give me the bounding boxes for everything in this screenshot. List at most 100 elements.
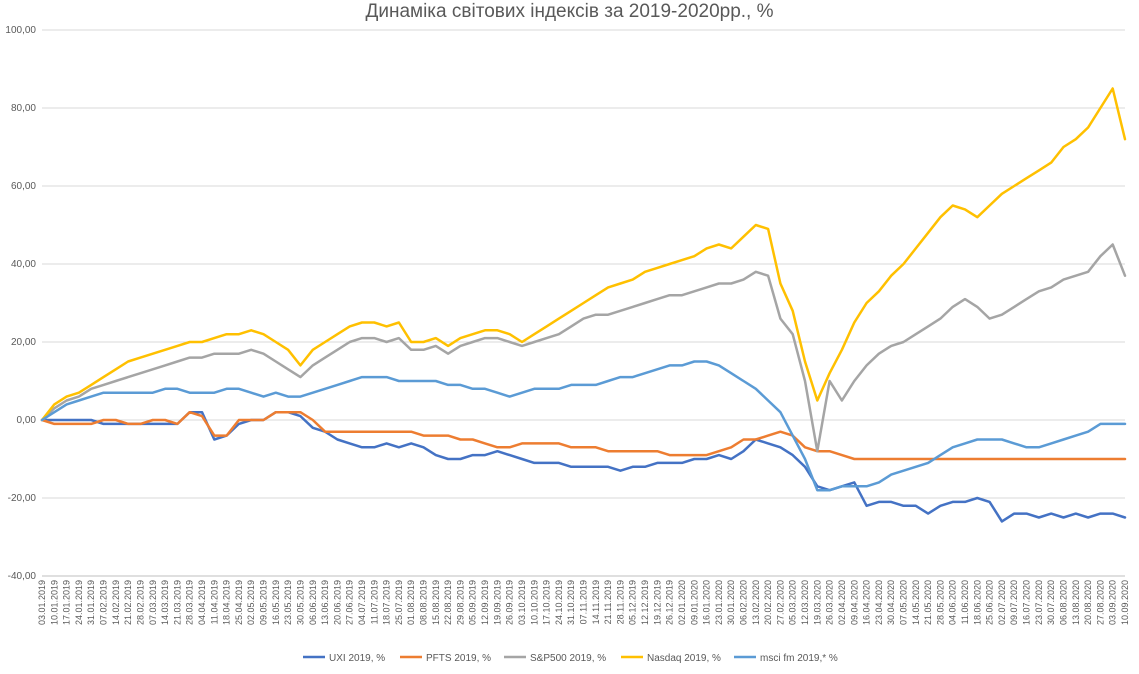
x-tick-label: 23.01.2020 — [714, 580, 724, 625]
x-tick-label: 02.04.2020 — [837, 580, 847, 625]
x-tick-label: 30.05.2019 — [295, 580, 305, 625]
x-tick-label: 16.07.2020 — [1022, 580, 1032, 625]
x-tick-label: 21.11.2019 — [603, 580, 613, 624]
x-tick-label: 09.07.2020 — [1009, 580, 1019, 625]
x-tick-label: 23.04.2020 — [874, 580, 884, 625]
x-tick-label: 27.06.2019 — [345, 580, 355, 625]
x-tick-label: 25.06.2020 — [985, 580, 995, 625]
x-tick-label: 14.05.2020 — [911, 580, 921, 625]
x-tick-label: 29.08.2019 — [455, 580, 465, 625]
legend: UXI 2019, % PFTS 2019, % S&P500 2019, % Nas… — [303, 653, 838, 664]
x-tick-label: 04.04.2019 — [197, 580, 207, 625]
x-tick-label: 26.03.2020 — [825, 580, 835, 625]
x-tick-label: 17.01.2019 — [62, 580, 72, 625]
y-tick-label: -40,00 — [8, 571, 37, 582]
x-tick-label: 09.04.2020 — [849, 580, 859, 625]
legend-label: PFTS 2019, % — [426, 653, 491, 664]
x-tick-label: 24.01.2019 — [74, 580, 84, 625]
x-tick-label: 06.08.2020 — [1058, 580, 1068, 625]
x-tick-label: 10.09.2020 — [1120, 580, 1130, 625]
x-tick-label: 14.03.2019 — [160, 580, 170, 625]
y-tick-label: 100,00 — [5, 25, 36, 36]
series-line — [40, 410, 1127, 523]
x-tick-label: 18.06.2020 — [972, 580, 982, 625]
x-tick-label: 25.07.2019 — [394, 580, 404, 625]
y-axis: -40,00 -20,00 0,00 20,00 40,00 60,00 80,00 100,… — [5, 25, 36, 582]
x-tick-label: 05.09.2019 — [468, 580, 478, 625]
x-tick-label: 16.05.2019 — [271, 580, 281, 625]
x-tick-label: 13.08.2020 — [1071, 580, 1081, 625]
x-tick-label: 27.08.2020 — [1095, 580, 1105, 625]
x-tick-label: 14.11.2019 — [591, 580, 601, 624]
x-tick-label: 02.01.2020 — [677, 580, 687, 625]
x-tick-label: 07.05.2020 — [898, 580, 908, 625]
x-tick-label: 05.03.2020 — [788, 580, 798, 625]
x-tick-label: 10.01.2019 — [49, 580, 59, 625]
x-tick-label: 04.06.2020 — [948, 580, 958, 625]
x-tick-label: 26.09.2019 — [505, 580, 515, 625]
x-tick-label: 26.12.2019 — [665, 580, 675, 625]
x-tick-label: 21.02.2019 — [123, 580, 133, 625]
x-tick-label: 21.05.2020 — [923, 580, 933, 625]
x-tick-label: 11.04.2019 — [209, 580, 219, 624]
x-tick-label: 20.08.2020 — [1083, 580, 1093, 625]
x-tick-label: 14.02.2019 — [111, 580, 121, 625]
x-tick-label: 03.01.2019 — [37, 580, 47, 625]
series-line — [40, 360, 1127, 492]
x-tick-label: 02.05.2019 — [246, 580, 256, 625]
y-tick-label: 60,00 — [11, 181, 36, 192]
x-tick-label: 20.02.2020 — [763, 580, 773, 625]
x-tick-label: 07.02.2019 — [99, 580, 109, 625]
x-axis: 03.01.2019 10.01.2019 17.01.2019 24.01.2019… — [37, 575, 1130, 625]
x-tick-label: 27.02.2020 — [775, 580, 785, 625]
series-line — [40, 87, 1127, 422]
x-tick-label: 25.04.2019 — [234, 580, 244, 625]
x-tick-label: 07.11.2019 — [579, 580, 589, 624]
x-tick-label: 22.08.2019 — [443, 580, 453, 625]
x-tick-label: 05.12.2019 — [628, 580, 638, 625]
x-tick-label: 01.08.2019 — [406, 580, 416, 625]
x-tick-label: 30.04.2020 — [886, 580, 896, 625]
x-tick-label: 28.02.2019 — [135, 580, 145, 625]
x-tick-label: 28.03.2019 — [185, 580, 195, 625]
x-tick-label: 23.05.2019 — [283, 580, 293, 625]
legend-label: UXI 2019, % — [329, 653, 385, 664]
x-tick-label: 28.05.2020 — [935, 580, 945, 625]
y-tick-label: -20,00 — [8, 493, 37, 504]
y-tick-label: 0,00 — [17, 415, 37, 426]
x-tick-label: 18.07.2019 — [382, 580, 392, 625]
x-tick-label: 13.06.2019 — [320, 580, 330, 625]
x-tick-label: 31.01.2019 — [86, 580, 96, 625]
x-tick-label: 17.10.2019 — [542, 580, 552, 625]
x-tick-label: 24.10.2019 — [554, 580, 564, 625]
x-tick-label: 06.06.2019 — [308, 580, 318, 625]
chart-title: Динаміка світових індексів за 2019-2020р… — [365, 1, 774, 22]
x-tick-label: 03.09.2020 — [1108, 580, 1118, 625]
x-tick-label: 16.01.2020 — [702, 580, 712, 625]
y-tick-label: 40,00 — [11, 259, 36, 270]
x-tick-label: 06.02.2020 — [738, 580, 748, 625]
x-tick-label: 07.03.2019 — [148, 580, 158, 625]
x-tick-label: 12.03.2020 — [800, 580, 810, 625]
x-tick-label: 20.06.2019 — [332, 580, 342, 625]
x-tick-label: 04.07.2019 — [357, 580, 367, 625]
x-tick-label: 10.10.2019 — [529, 580, 539, 625]
x-tick-label: 30.07.2020 — [1046, 580, 1056, 625]
x-tick-label: 31.10.2019 — [566, 580, 576, 625]
plot-area — [40, 87, 1127, 523]
x-tick-label: 23.07.2020 — [1034, 580, 1044, 625]
x-tick-label: 19.09.2019 — [492, 580, 502, 625]
x-tick-label: 15.08.2019 — [431, 580, 441, 625]
x-tick-label: 12.12.2019 — [640, 580, 650, 625]
x-tick-label: 09.05.2019 — [259, 580, 269, 625]
legend-label: Nasdaq 2019, % — [647, 653, 721, 664]
x-tick-label: 02.07.2020 — [997, 580, 1007, 625]
x-tick-label: 19.03.2020 — [812, 580, 822, 625]
y-tick-label: 20,00 — [11, 337, 36, 348]
x-tick-label: 16.04.2020 — [862, 580, 872, 625]
y-tick-label: 80,00 — [11, 103, 36, 114]
legend-label: msci fm 2019,* % — [760, 653, 838, 664]
x-tick-label: 11.07.2019 — [369, 580, 379, 624]
